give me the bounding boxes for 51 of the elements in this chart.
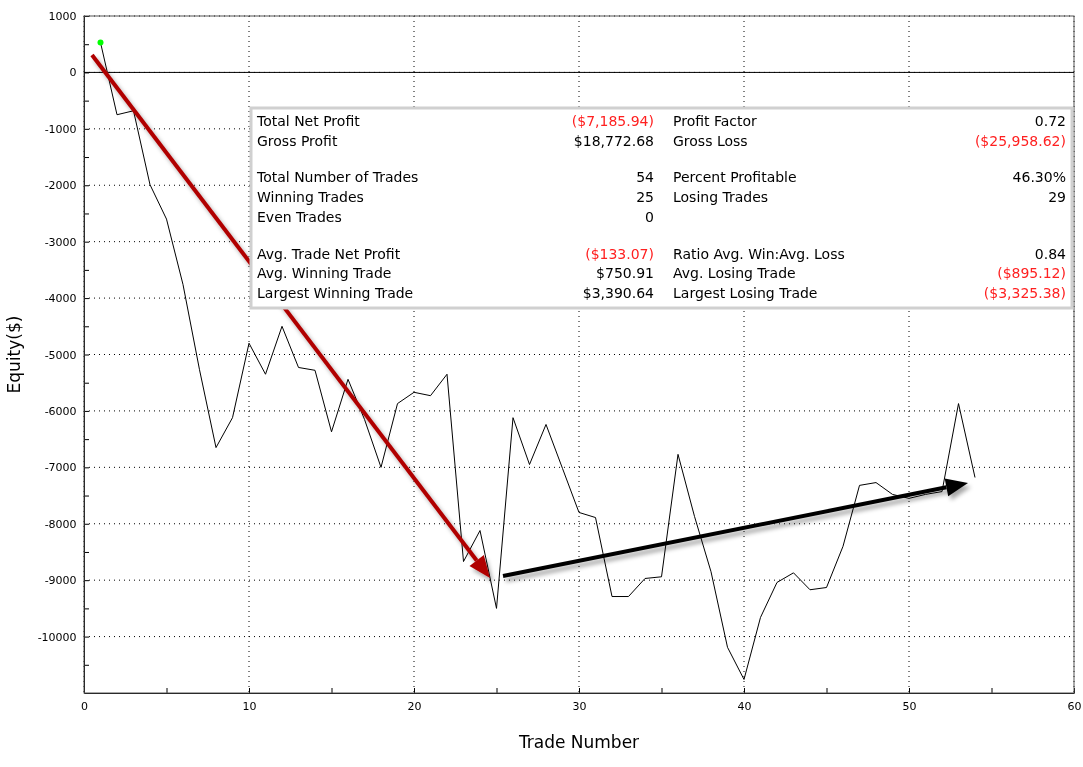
y-axis-title: Equity($) (4, 315, 24, 394)
x-tick-label: 60 (1067, 700, 1082, 714)
y-tick-label: 0 (69, 66, 77, 80)
y-tick-label: 1000 (48, 10, 77, 24)
y-tick-label: -4000 (44, 292, 77, 306)
annotation: Largest Winning Trade (257, 284, 414, 301)
y-tick-label: -9000 (44, 574, 77, 588)
annotation: ($7,185.94) (571, 113, 654, 129)
annotation: ($895.12) (997, 265, 1066, 282)
annotation: $18,772.68 (573, 132, 654, 149)
y-tick-label: -1000 (44, 122, 77, 136)
annotation: 46.30% (1012, 169, 1066, 186)
annotation: Avg. Losing Trade (673, 265, 796, 282)
x-tick-label: 50 (902, 700, 917, 714)
y-tick-label: -5000 (44, 348, 77, 362)
x-axis-title: Trade Number (517, 732, 640, 752)
annotation: Avg. Trade Net Profit (257, 245, 401, 262)
annotation: ($133.07) (585, 245, 654, 262)
y-tick-label: -2000 (44, 179, 77, 193)
annotation: Gross Profit (257, 132, 338, 149)
annotation: 54 (636, 169, 655, 186)
annotation: ($25,958.62) (974, 132, 1066, 149)
annotation: $3,390.64 (582, 284, 655, 301)
annotation: 0.84 (1034, 245, 1067, 262)
x-tick-label: 10 (242, 700, 257, 714)
annotation: 29 (1048, 189, 1066, 206)
annotation: 25 (636, 189, 654, 206)
y-tick-label: -8000 (44, 517, 77, 531)
x-tick-label: 0 (81, 700, 88, 714)
x-tick-label: 40 (737, 700, 752, 714)
annotation: Avg. Winning Trade (257, 265, 392, 282)
x-tick-label: 20 (407, 700, 422, 714)
y-tick-label: -7000 (44, 461, 77, 475)
y-tick-label: -3000 (44, 235, 77, 249)
annotation: Largest Losing Trade (673, 284, 818, 301)
annotation: Gross Loss (673, 132, 748, 149)
y-tick-label: -10000 (37, 630, 77, 644)
annotation: Winning Trades (257, 189, 364, 206)
annotation: Even Trades (257, 208, 342, 225)
annotation: $750.91 (596, 265, 654, 282)
y-tick-label: -6000 (44, 404, 77, 418)
annotation: 0 (645, 208, 654, 225)
annotation: Percent Profitable (673, 169, 797, 186)
annotation: Profit Factor (673, 113, 758, 129)
x-tick-label: 30 (572, 700, 587, 714)
annotation: Total Net Profit (256, 113, 361, 129)
annotation: 0.72 (1034, 113, 1066, 129)
annotation: Total Number of Trades (256, 169, 419, 186)
annotation: Ratio Avg. Win:Avg. Loss (673, 245, 845, 262)
annotation: Losing Trades (673, 189, 769, 206)
annotation: ($3,325.38) (983, 284, 1066, 301)
